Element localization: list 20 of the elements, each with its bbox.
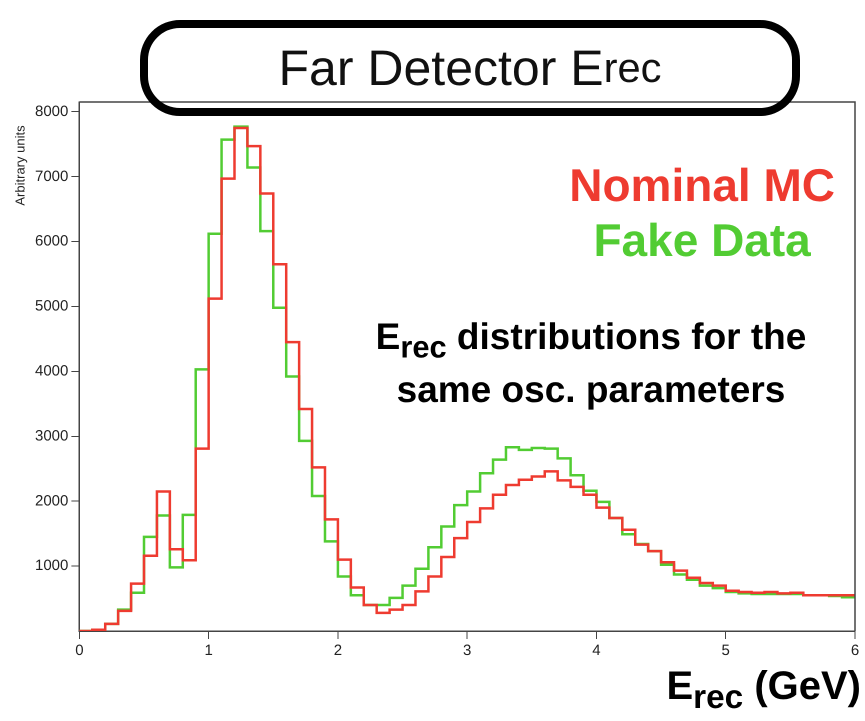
x-tick-label: 5 — [722, 642, 730, 660]
y-tick-label: 7000 — [34, 168, 68, 185]
y-tick-label: 3000 — [34, 427, 68, 444]
y-tick-label: 5000 — [34, 298, 68, 315]
x-tick-label: 6 — [850, 642, 860, 660]
y-tick-label: 4000 — [34, 362, 68, 380]
y-tick-label: 6000 — [34, 232, 68, 250]
y-tick-label: 2000 — [34, 492, 68, 510]
y-tick-label: 1000 — [34, 557, 68, 574]
x-tick-label: 0 — [75, 642, 84, 660]
y-axis-title: Arbitrary units — [12, 124, 28, 208]
text: Fake Data — [592, 213, 812, 268]
annotation: E$_{rec}$ distributions for the same osc. parameters — [374, 315, 808, 412]
x-tick-label: 4 — [592, 642, 601, 660]
x-tick-label: 1 — [204, 642, 213, 660]
text: Nominal MC — [569, 158, 835, 213]
x-tick-label: 3 — [463, 642, 472, 660]
y-tick-label: 8000 — [34, 102, 68, 120]
x-tick-label: 2 — [334, 642, 342, 660]
x-axis-title: E$_{rec}$ (GeV) — [666, 664, 861, 717]
